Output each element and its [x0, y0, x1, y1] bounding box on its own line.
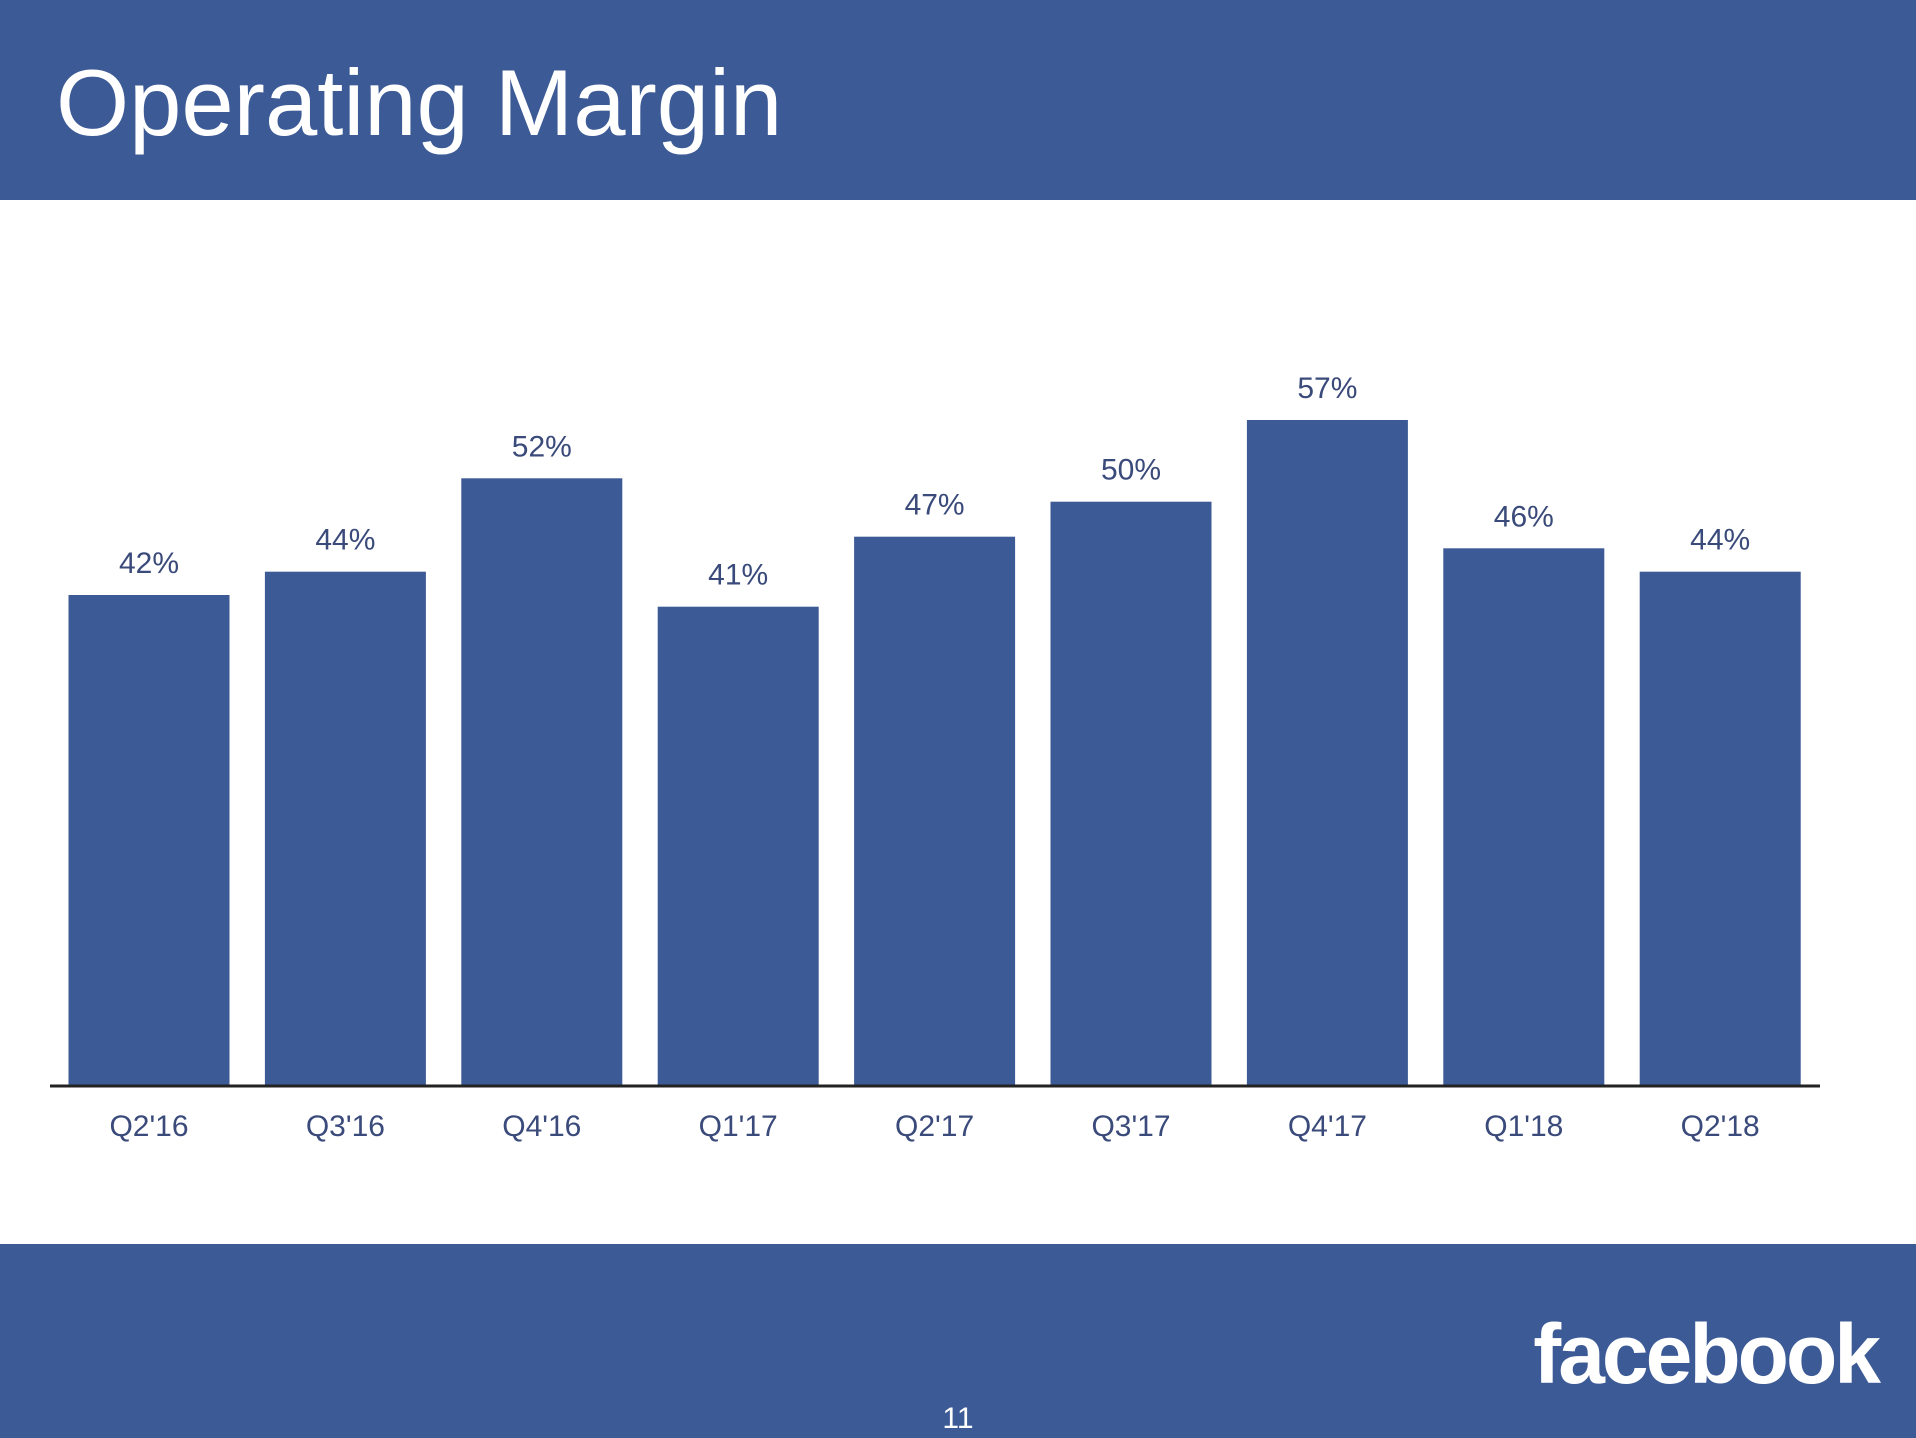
bar-7 — [1443, 548, 1605, 1085]
value-label-4: 47% — [905, 489, 965, 522]
category-label-0: Q2'16 — [109, 1110, 188, 1143]
value-labels-group: 42% 44% 52% 41% 47% 50% 57% 46% 44% — [119, 372, 1750, 592]
bar-2 — [461, 478, 623, 1085]
header-bar: Operating Margin — [0, 0, 1916, 200]
value-label-2: 52% — [512, 430, 572, 463]
value-label-7: 46% — [1494, 500, 1554, 533]
value-label-0: 42% — [119, 547, 179, 580]
bar-5 — [1050, 501, 1212, 1085]
slide-title: Operating Margin — [56, 50, 783, 155]
category-label-7: Q1'18 — [1484, 1110, 1563, 1143]
category-label-3: Q1'17 — [699, 1110, 778, 1143]
value-label-3: 41% — [708, 559, 768, 592]
category-label-6: Q4'17 — [1288, 1110, 1367, 1143]
category-label-4: Q2'17 — [895, 1110, 974, 1143]
value-label-6: 57% — [1297, 372, 1357, 405]
bar-4 — [854, 536, 1016, 1085]
bar-6 — [1246, 420, 1408, 1085]
facebook-logo: facebook — [1533, 1307, 1881, 1401]
category-label-1: Q3'16 — [306, 1110, 385, 1143]
value-label-8: 44% — [1690, 524, 1750, 557]
category-label-2: Q4'16 — [502, 1110, 581, 1143]
bar-3 — [657, 606, 819, 1085]
bar-1 — [264, 571, 426, 1085]
page-number: 11 — [942, 1402, 974, 1435]
bar-8 — [1639, 571, 1801, 1085]
value-label-5: 50% — [1101, 454, 1161, 487]
value-label-1: 44% — [315, 524, 375, 557]
category-label-8: Q2'18 — [1681, 1110, 1760, 1143]
bars-group — [68, 420, 1801, 1085]
category-label-5: Q3'17 — [1091, 1110, 1170, 1143]
footer-bar: facebook 11 — [0, 1244, 1916, 1438]
bar-0 — [68, 595, 230, 1085]
category-labels-group: Q2'16 Q3'16 Q4'16 Q1'17 Q2'17 Q3'17 Q4'17 Q1'18… — [109, 1110, 1759, 1143]
